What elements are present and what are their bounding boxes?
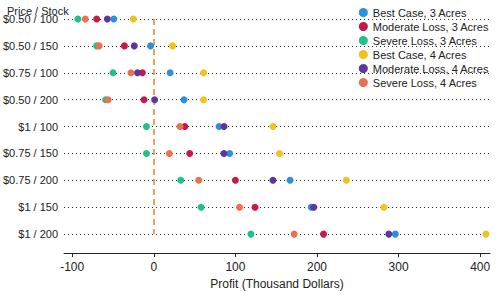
- svg-text:Profit (Thousand Dollars): Profit (Thousand Dollars): [210, 277, 343, 291]
- svg-text:300: 300: [389, 260, 409, 274]
- svg-text:-100: -100: [60, 260, 84, 274]
- svg-text:Moderate Loss, 3 Acres: Moderate Loss, 3 Acres: [373, 21, 489, 33]
- svg-text:100: 100: [225, 260, 245, 274]
- svg-text:400: 400: [470, 260, 490, 274]
- svg-text:$1 / 200: $1 / 200: [18, 228, 58, 240]
- svg-text:Price / Stock: Price / Stock: [7, 5, 69, 17]
- svg-text:$0.75 / 100: $0.75 / 100: [3, 67, 58, 79]
- svg-text:Best Case, 3 Acres: Best Case, 3 Acres: [373, 7, 467, 19]
- svg-text:Best Case, 4 Acres: Best Case, 4 Acres: [373, 49, 467, 61]
- svg-text:0: 0: [150, 260, 157, 274]
- svg-text:Severe Loss, 3 Acres: Severe Loss, 3 Acres: [373, 35, 477, 47]
- svg-text:$0.50 / 200: $0.50 / 200: [3, 94, 58, 106]
- svg-text:Severe Loss, 4 Acres: Severe Loss, 4 Acres: [373, 77, 477, 89]
- svg-text:$1 / 100: $1 / 100: [18, 121, 58, 133]
- svg-text:Moderate Loss, 4 Acres: Moderate Loss, 4 Acres: [373, 63, 489, 75]
- svg-text:$1 / 150: $1 / 150: [18, 201, 58, 213]
- svg-text:$0.75 / 200: $0.75 / 200: [3, 174, 58, 186]
- svg-text:$0.50 / 100: $0.50 / 100: [3, 13, 58, 25]
- svg-text:200: 200: [307, 260, 327, 274]
- svg-text:$0.75 / 150: $0.75 / 150: [3, 147, 58, 159]
- svg-text:$0.50 / 150: $0.50 / 150: [3, 40, 58, 52]
